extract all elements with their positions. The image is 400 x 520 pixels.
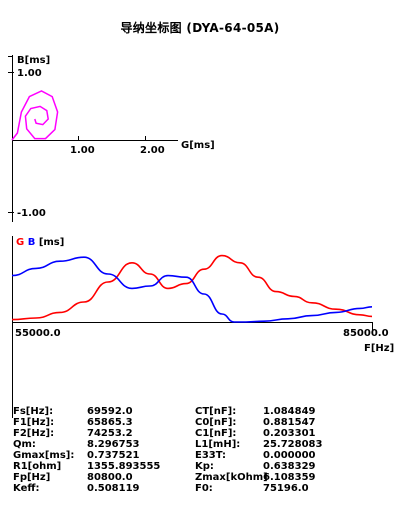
param-row: Keff: 0.508119 F0: 75196.0 [13,483,393,494]
series-g-line [11,254,373,321]
param-name: Gmax[ms]: [13,450,75,461]
param-name: Zmax[kOhm] [195,472,268,483]
chart-title: 导纳坐标图 (DYA-64-05A) [120,21,280,35]
sweep-legend: G B [ms] [16,237,64,248]
param-name: C1[nF]: [195,428,237,439]
param-row: Fs[Hz]: 69592.0 CT[nF]: 1.084849 [13,406,393,417]
param-value: 0.638329 [263,461,316,472]
sweep-x-tick-end: 85000.0 [343,328,389,339]
parameter-table: Fs[Hz]: 69592.0 CT[nF]: 1.084849 F1[Hz]: 6586… [13,406,393,494]
param-value: 74253.2 [87,428,133,439]
admittance-xlabel: G[ms] [181,140,215,151]
legend-g: G [16,237,24,248]
param-value: 0.881547 [263,417,316,428]
param-value: 0.508119 [87,483,140,494]
series-b-line [11,256,373,323]
param-name: CT[nF]: [195,406,237,417]
param-value: 0.737521 [87,450,140,461]
param-name: F1[Hz]: [13,417,55,428]
param-value: 65865.3 [87,417,133,428]
param-value: 80800.0 [87,472,133,483]
param-name: F2[Hz]: [13,428,55,439]
param-name: C0[nF]: [195,417,237,428]
param-name: L1[mH]: [195,439,241,450]
param-value: 0.000000 [263,450,316,461]
param-name: Kp: [195,461,214,472]
param-row: R1[ohm] 1355.893555 Kp: 0.638329 [13,461,393,472]
param-row: Fp[Hz] 80800.0 Zmax[kOhm]6.108359 [13,472,393,483]
param-value: 75196.0 [263,483,309,494]
admittance-ylabel: B[ms] [17,55,50,66]
legend-b: B [28,237,36,248]
param-value: 25.728083 [263,439,323,450]
param-value: 8.296753 [87,439,140,450]
param-value: 1355.893555 [87,461,161,472]
param-value: 1.084849 [263,406,316,417]
param-value: 6.108359 [263,472,316,483]
param-name: E33T: [195,450,227,461]
y-tick-label-neg1: -1.00 [17,208,46,219]
x-tick-label-1: 1.00 [70,145,95,156]
x-tick-label-2: 2.00 [140,145,165,156]
admittance-chart: B[ms] 1.00 -1.00 1.00 2.00 G[ms] [8,55,215,222]
param-name: Keff: [13,483,40,494]
param-name: Fs[Hz]: [13,406,54,417]
admittance-curve [11,90,59,141]
param-name: Qm: [13,439,36,450]
sweep-x-tick-start: 55000.0 [15,328,61,339]
sweep-xlabel: F[Hz] [364,343,394,354]
param-value: 69592.0 [87,406,133,417]
param-row: Qm: 8.296753 L1[mH]: 25.728083 [13,439,393,450]
sweep-chart: G B [ms] 55000.0 85000.0 F[Hz] [11,236,394,418]
param-name: F0: [195,483,213,494]
param-row: F1[Hz]: 65865.3 C0[nF]: 0.881547 [13,417,393,428]
param-name: R1[ohm] [13,461,62,472]
param-row: Gmax[ms]: 0.737521 E33T: 0.000000 [13,450,393,461]
param-row: F2[Hz]: 74253.2 C1[nF]: 0.203301 [13,428,393,439]
param-value: 0.203301 [263,428,316,439]
y-tick-label-1: 1.00 [17,68,42,79]
legend-unit: [ms] [39,237,65,248]
param-name: Fp[Hz] [13,472,51,483]
